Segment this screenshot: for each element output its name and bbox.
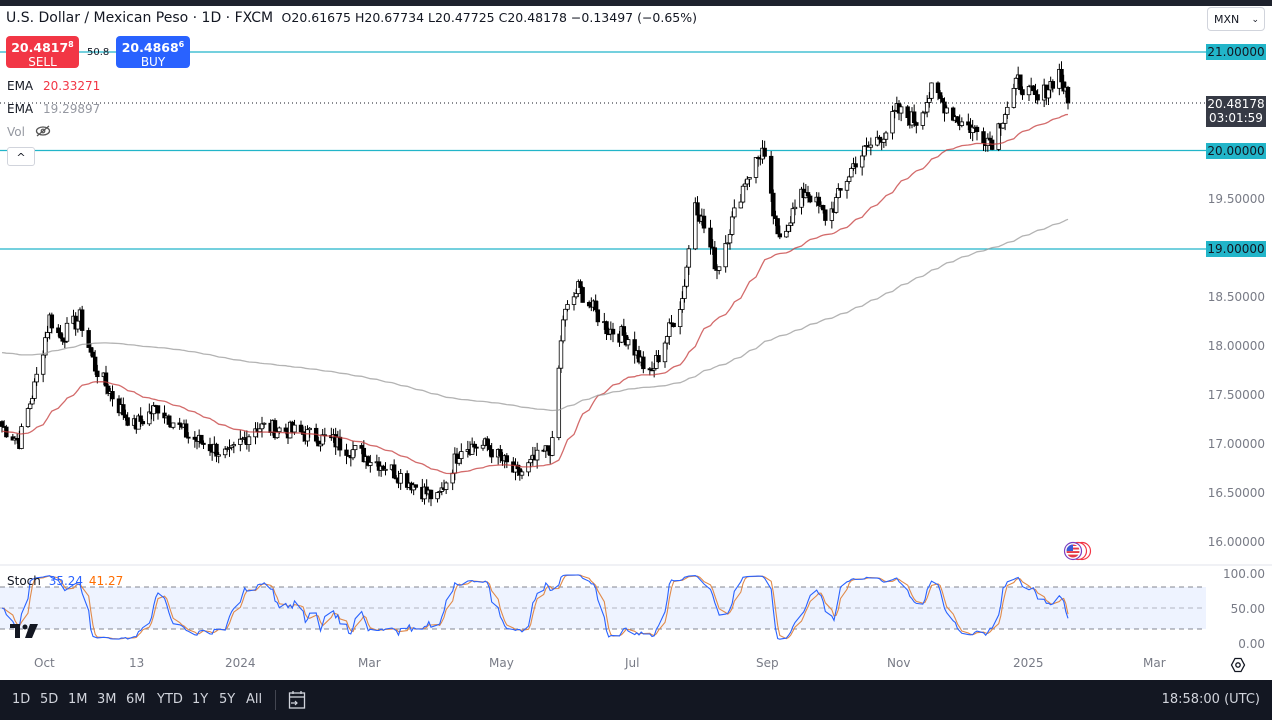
- stoch-tick: 0.00: [1238, 637, 1265, 651]
- price-chart[interactable]: [0, 0, 1272, 680]
- sell-price: 20.4817: [11, 40, 69, 56]
- spread-value: 50.8: [87, 47, 110, 58]
- tradingview-logo[interactable]: [10, 622, 40, 643]
- stoch-k-value: 35.24: [48, 574, 84, 588]
- price-tick: 19.50000: [1207, 192, 1265, 206]
- price-label-20[interactable]: 20.00000: [1206, 143, 1266, 159]
- time-tick: Nov: [887, 656, 911, 670]
- ema-label: EMA: [7, 102, 34, 116]
- time-tick: Oct: [34, 656, 55, 670]
- price-tick: 17.50000: [1207, 388, 1265, 402]
- price-tick: 17.00000: [1207, 437, 1265, 451]
- range-6m-button[interactable]: 6M: [126, 692, 146, 707]
- legend-volume[interactable]: Vol: [7, 125, 51, 140]
- buy-price: 20.4868: [121, 40, 179, 56]
- chevron-down-icon: ⌄: [1251, 15, 1259, 25]
- utc-clock[interactable]: 18:58:00 (UTC): [1161, 692, 1260, 707]
- ohlc-values: O20.61675 H20.67734 L20.47725 C20.48178 …: [281, 10, 698, 25]
- collapse-legend-button[interactable]: ^: [7, 147, 35, 166]
- ema-200-value: 19.29897: [42, 102, 101, 116]
- ema-label: EMA: [7, 79, 34, 93]
- economic-event-us-flag-icon[interactable]: [1060, 541, 1092, 561]
- range-ytd-button[interactable]: YTD: [157, 692, 183, 707]
- go-to-date-icon[interactable]: [288, 690, 306, 714]
- range-1d-button[interactable]: 1D: [12, 692, 31, 707]
- range-3m-button[interactable]: 3M: [97, 692, 117, 707]
- sell-price-sup: 8: [68, 40, 74, 49]
- time-tick: 2025: [1013, 656, 1044, 670]
- divider: [275, 690, 276, 710]
- price-label-19[interactable]: 19.00000: [1206, 241, 1266, 257]
- stoch-tick: 50.00: [1230, 602, 1265, 616]
- last-price-tag: 20.48178 03:01:59: [1206, 96, 1266, 127]
- vol-label: Vol: [7, 125, 25, 139]
- time-tick: May: [489, 656, 514, 670]
- currency-select[interactable]: MXN ⌄: [1207, 7, 1265, 31]
- stoch-d-value: 41.27: [88, 574, 124, 588]
- sell-label: SELL: [28, 55, 57, 70]
- time-tick: Sep: [756, 656, 779, 670]
- time-tick: 2024: [225, 656, 256, 670]
- price-label-21[interactable]: 21.00000: [1206, 44, 1266, 60]
- bar-countdown: 03:01:59: [1209, 111, 1263, 125]
- time-tick: 13: [129, 656, 145, 670]
- range-5d-button[interactable]: 5D: [40, 692, 59, 707]
- legend-ema-50[interactable]: EMA 20.33271: [7, 79, 100, 93]
- price-tick: 16.50000: [1207, 486, 1265, 500]
- chart-settings-icon[interactable]: [1230, 657, 1246, 673]
- window-top-bar: [0, 0, 1272, 6]
- range-1m-button[interactable]: 1M: [68, 692, 88, 707]
- buy-button[interactable]: 20.48686 BUY: [116, 36, 190, 70]
- stoch-tick: 100.00: [1223, 567, 1265, 581]
- range-5y-button[interactable]: 5Y: [219, 692, 236, 707]
- currency-value: MXN: [1214, 13, 1240, 26]
- legend-ema-200[interactable]: EMA 19.29897: [7, 102, 100, 116]
- time-tick: Mar: [1143, 656, 1166, 670]
- price-tick: 18.00000: [1207, 339, 1265, 353]
- symbol-title[interactable]: U.S. Dollar / Mexican Peso · 1D · FXCM: [6, 10, 274, 26]
- range-all-button[interactable]: All: [246, 692, 263, 707]
- sell-button[interactable]: 20.48178 SELL: [6, 36, 79, 70]
- range-1y-button[interactable]: 1Y: [192, 692, 209, 707]
- symbol-header: U.S. Dollar / Mexican Peso · 1D · FXCM O…: [6, 10, 697, 26]
- ema-50-value: 20.33271: [42, 79, 101, 93]
- time-tick: Mar: [358, 656, 381, 670]
- price-tick: 18.50000: [1207, 290, 1265, 304]
- buy-price-sup: 6: [178, 40, 185, 49]
- last-price: 20.48178: [1207, 97, 1265, 111]
- stoch-legend[interactable]: Stoch 35.24 41.27: [7, 574, 123, 588]
- buy-label: BUY: [140, 55, 166, 70]
- eye-hidden-icon[interactable]: [35, 125, 51, 140]
- time-tick: Jul: [625, 656, 640, 670]
- price-tick: 16.00000: [1207, 535, 1265, 549]
- stoch-label: Stoch: [7, 574, 41, 588]
- bottom-toolbar: 1D 5D 1M 3M 6M YTD 1Y 5Y All 18:58:00 (U…: [0, 680, 1272, 720]
